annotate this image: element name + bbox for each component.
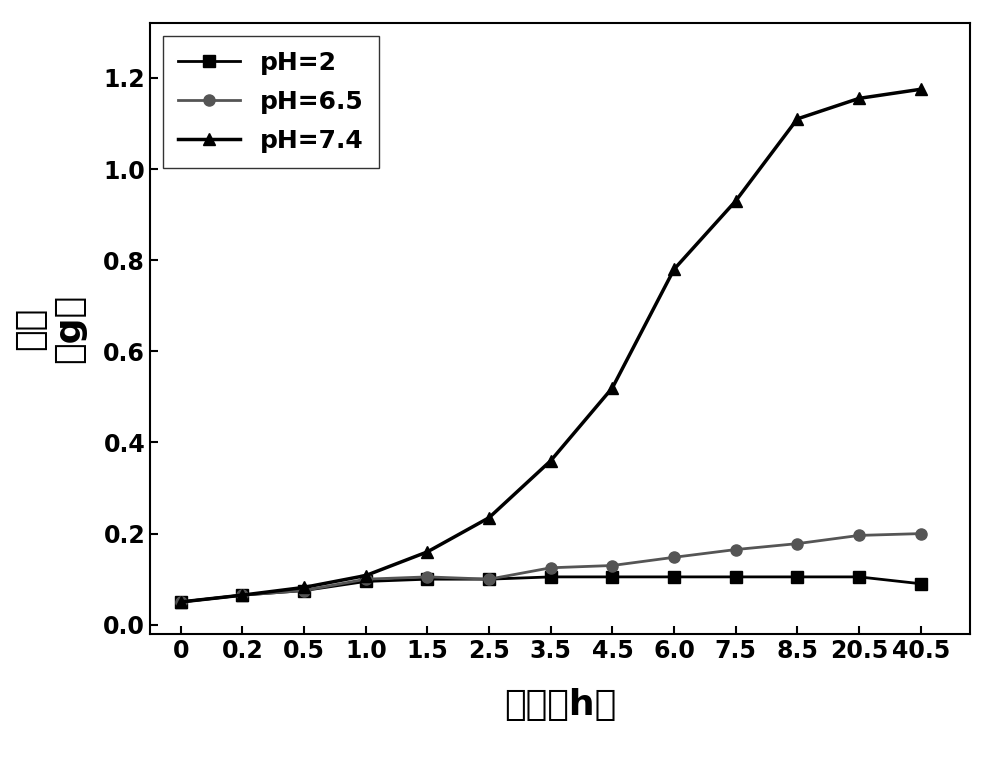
pH=2: [421, 574, 433, 584]
pH=6.5: [791, 539, 803, 548]
pH=6.5: [730, 545, 742, 554]
pH=6.5: [668, 553, 680, 562]
pH=6.5: [853, 531, 865, 540]
pH=2: [668, 572, 680, 581]
pH=2: [730, 572, 742, 581]
pH=6.5: [421, 572, 433, 581]
pH=6.5: [360, 574, 372, 584]
Y-axis label: 质量
（g）: 质量 （g）: [13, 294, 87, 363]
pH=7.4: [606, 383, 618, 393]
pH=2: [606, 572, 618, 581]
pH=7.4: [298, 583, 310, 592]
pH=2: [545, 572, 557, 581]
pH=7.4: [360, 571, 372, 581]
pH=7.4: [730, 196, 742, 206]
pH=2: [236, 591, 248, 600]
pH=2: [360, 577, 372, 586]
pH=6.5: [915, 529, 927, 538]
pH=7.4: [791, 114, 803, 124]
pH=2: [915, 579, 927, 588]
pH=6.5: [606, 561, 618, 570]
pH=6.5: [545, 564, 557, 573]
Line: pH=6.5: pH=6.5: [175, 528, 926, 608]
pH=7.4: [421, 547, 433, 557]
pH=7.4: [915, 84, 927, 94]
pH=7.4: [545, 456, 557, 465]
pH=6.5: [483, 574, 495, 584]
pH=7.4: [175, 598, 187, 607]
pH=2: [483, 574, 495, 584]
pH=2: [175, 598, 187, 607]
pH=7.4: [483, 513, 495, 523]
pH=6.5: [175, 598, 187, 607]
pH=7.4: [853, 94, 865, 103]
pH=2: [791, 572, 803, 581]
Line: pH=7.4: pH=7.4: [175, 83, 927, 608]
pH=2: [853, 572, 865, 581]
pH=6.5: [298, 586, 310, 595]
pH=6.5: [236, 591, 248, 600]
pH=2: [298, 586, 310, 595]
Legend: pH=2, pH=6.5, pH=7.4: pH=2, pH=6.5, pH=7.4: [162, 36, 379, 168]
X-axis label: 时间（h）: 时间（h）: [504, 688, 616, 722]
pH=7.4: [668, 264, 680, 274]
pH=7.4: [236, 591, 248, 600]
Line: pH=2: pH=2: [175, 571, 926, 608]
